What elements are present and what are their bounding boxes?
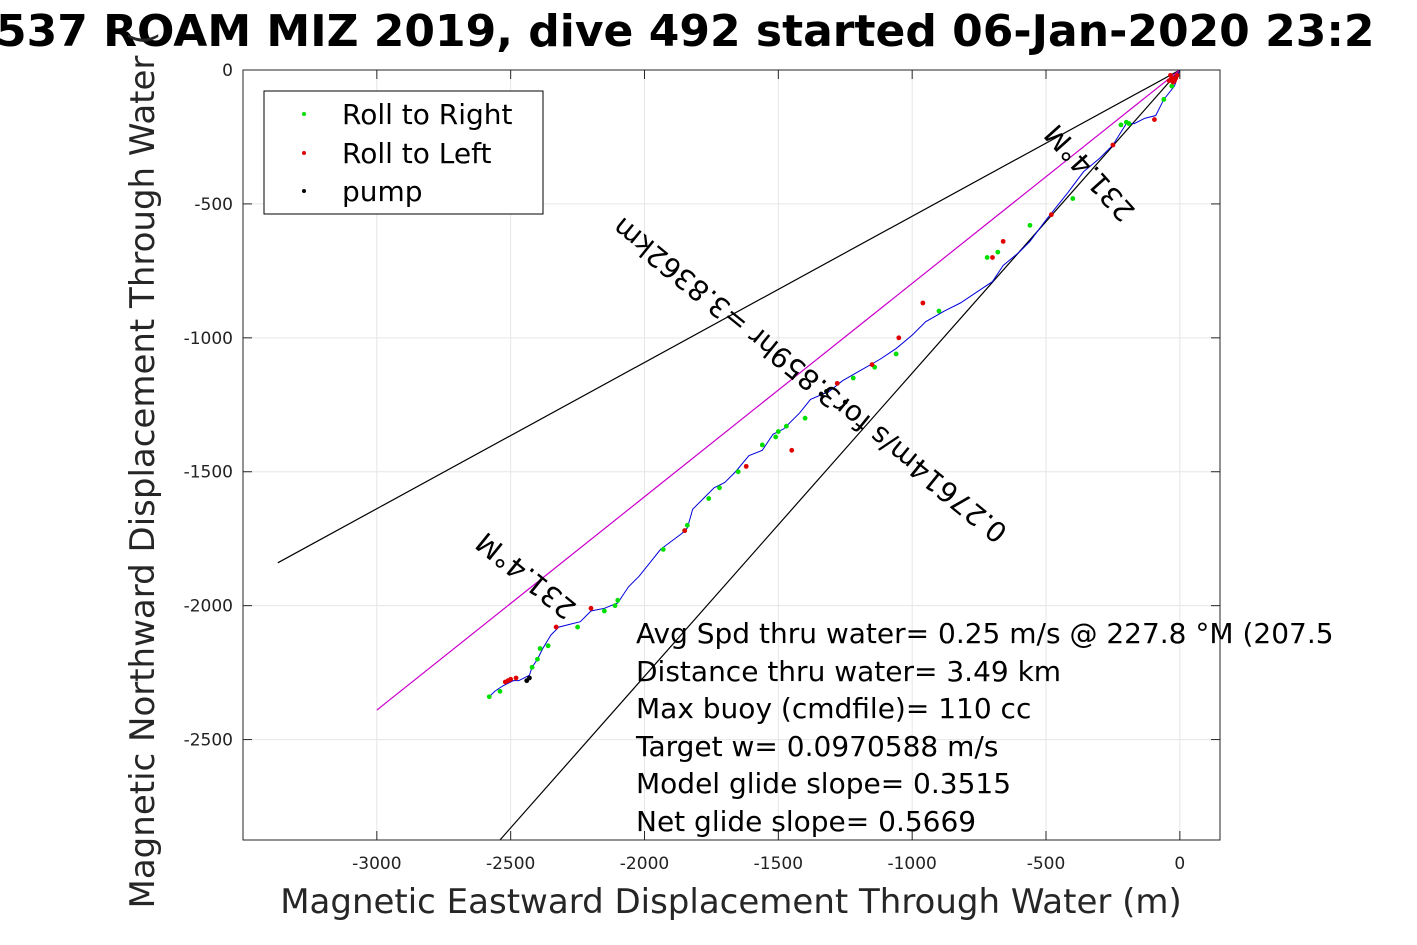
x-tick-label: -500: [1027, 854, 1066, 874]
roll-right-point: [717, 485, 722, 491]
y-tick-label: -500: [194, 195, 233, 215]
roll-left-point: [1000, 239, 1006, 244]
roll-right-point: [783, 423, 789, 429]
roll-right-point: [735, 469, 741, 475]
roll-right-point: [1123, 119, 1129, 125]
roll-right-point: [706, 496, 712, 501]
y-axis-label: Magnetic Northward Displacement Through …: [123, 32, 163, 909]
legend-label-pump: pump: [342, 175, 423, 208]
roll-right-point: [1027, 222, 1033, 228]
cone-line-lower-bound: [499, 70, 1181, 840]
stat-net-glide: Net glide slope= 0.5669: [636, 805, 976, 838]
x-tick-label: -2500: [486, 854, 535, 874]
roll-right-point: [893, 351, 899, 357]
roll-left-point: [502, 679, 508, 685]
pump-point: [842, 399, 848, 405]
roll-right-point: [850, 375, 856, 381]
roll-left-point: [1048, 212, 1054, 218]
y-tick-label: -2000: [184, 597, 233, 617]
roll-left-point: [1168, 72, 1173, 78]
plot-area: [277, 70, 1181, 840]
roll-right-point: [537, 646, 543, 651]
roll-right-point: [773, 434, 779, 440]
roll-right-point: [486, 694, 492, 700]
legend-label-roll-right: Roll to Right: [342, 98, 513, 131]
roll-right-point: [545, 643, 551, 649]
roll-right-point: [1161, 97, 1167, 102]
stat-max-buoy: Max buoy (cmdfile)= 110 cc: [636, 692, 1031, 725]
legend-label-roll-left: Roll to Left: [342, 137, 491, 170]
legend: Roll to Right Roll to Left pump: [263, 90, 544, 215]
legend-marker-roll-right: [302, 112, 306, 116]
roll-right-point: [615, 597, 621, 603]
y-tick-label: -1500: [184, 463, 233, 483]
legend-marker-pump: [302, 189, 306, 193]
roll-right-point: [535, 656, 540, 662]
x-tick-label: -1500: [754, 854, 803, 874]
y-tick-label: -2500: [184, 731, 233, 751]
roll-right-point: [984, 255, 990, 260]
roll-left-point: [834, 380, 840, 386]
chart-title: 537 ROAM MIZ 2019, dive 492 started 06-J…: [0, 6, 1375, 57]
y-tick-label: -1000: [184, 329, 233, 349]
stat-model-glide: Model glide slope= 0.3515: [636, 767, 1011, 800]
roll-left-point: [588, 605, 594, 611]
stat-distance: Distance thru water= 3.49 km: [636, 655, 1061, 688]
roll-right-point: [529, 664, 535, 670]
roll-right-point: [936, 308, 942, 314]
x-tick-label: 0: [1174, 854, 1185, 874]
cone-line-upper-bound: [277, 70, 1181, 564]
roll-right-point: [684, 522, 690, 528]
cone-line-mean-heading: [376, 70, 1181, 711]
roll-right-point: [1169, 83, 1175, 89]
line-annotation: 231.4°M: [470, 525, 583, 625]
roll-right-point: [575, 624, 580, 630]
roll-left-point: [1166, 78, 1172, 84]
roll-right-point: [802, 415, 808, 421]
line-annotation: 0.27614m/s for3.859hr =3.8362km: [606, 211, 1014, 550]
roll-right-point: [601, 608, 607, 614]
roll-right-point: [1070, 196, 1076, 201]
y-tick-label: 0: [222, 61, 233, 81]
roll-left-point: [1152, 117, 1157, 122]
stats-block: Avg Spd thru water= 0.25 m/s @ 227.8 °M …: [635, 617, 1334, 838]
roll-left-point: [1110, 142, 1116, 148]
pump-point: [524, 678, 530, 684]
roll-right-point: [995, 249, 1001, 255]
axis-ticks: -3000 -2500 -2000 -1500 -1000 -500 0 0 -500 -1000…: [184, 61, 1220, 874]
legend-box: [263, 90, 544, 215]
pump-point: [824, 388, 829, 394]
line-annotations: 231.4°M0.27614m/s for3.859hr =3.8362km23…: [470, 118, 1142, 626]
x-axis-label: Magnetic Eastward Displacement Through W…: [280, 882, 1182, 922]
roll-right-point: [1118, 122, 1124, 128]
roll-right-point: [775, 429, 781, 434]
legend-marker-roll-left: [302, 151, 306, 155]
x-tick-label: -2000: [620, 854, 669, 874]
roll-left-point: [869, 362, 875, 368]
stat-target-w: Target w= 0.0970588 m/s: [635, 730, 998, 763]
axes-frame: [242, 69, 1221, 841]
roll-right-point: [660, 547, 666, 552]
roll-left-point: [513, 675, 519, 681]
stat-avg-speed: Avg Spd thru water= 0.25 m/s @ 227.8 °M …: [636, 617, 1334, 650]
roll-right-point: [612, 603, 618, 609]
roll-left-point: [896, 335, 902, 341]
roll-left-point: [682, 528, 688, 534]
roll-left-point: [990, 255, 995, 260]
roll-left-point: [789, 447, 795, 453]
pump-point: [818, 391, 824, 397]
x-tick-label: -1000: [887, 854, 936, 874]
roll-left-point: [1170, 79, 1176, 85]
roll-left-point: [920, 300, 926, 306]
roll-right-point: [497, 688, 503, 694]
dive-track-line: [488, 70, 1181, 698]
x-tick-label: -3000: [352, 854, 401, 874]
roll-left-point: [743, 463, 749, 469]
roll-right-point: [759, 442, 765, 448]
grid-lines: [243, 69, 1220, 840]
roll-left-point: [553, 624, 559, 630]
